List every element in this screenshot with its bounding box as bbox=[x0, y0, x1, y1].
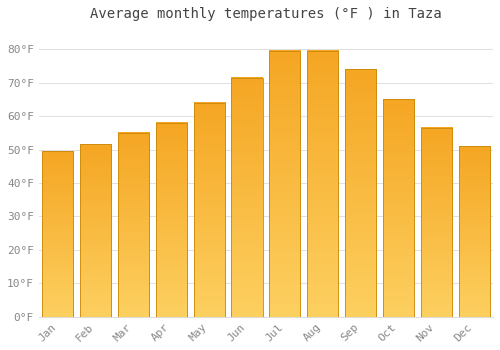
Title: Average monthly temperatures (°F ) in Taza: Average monthly temperatures (°F ) in Ta… bbox=[90, 7, 442, 21]
Bar bbox=[458, 146, 490, 317]
Bar bbox=[156, 123, 187, 317]
Bar bbox=[345, 69, 376, 317]
Bar bbox=[383, 99, 414, 317]
Bar bbox=[80, 145, 111, 317]
Bar bbox=[270, 51, 300, 317]
Bar bbox=[194, 103, 224, 317]
Bar bbox=[42, 151, 74, 317]
Bar bbox=[307, 51, 338, 317]
Bar bbox=[118, 133, 149, 317]
Bar bbox=[421, 128, 452, 317]
Bar bbox=[232, 78, 262, 317]
